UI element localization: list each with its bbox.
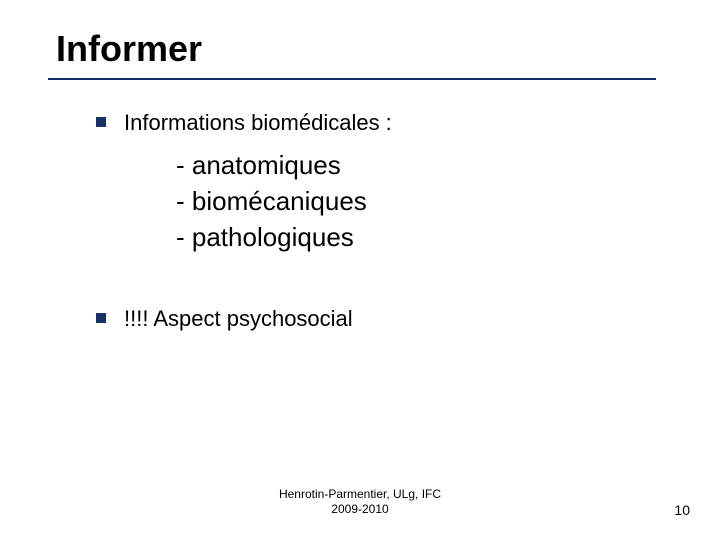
square-bullet-icon (96, 117, 106, 127)
sub-list: - anatomiques - biomécaniques - patholog… (0, 142, 720, 266)
footer-line-2: 2009-2010 (331, 502, 388, 516)
sub-item: - anatomiques (176, 148, 720, 184)
content-area: Informations biomédicales : - anatomique… (0, 80, 720, 332)
square-bullet-icon (96, 313, 106, 323)
bullet-item: !!!! Aspect psychosocial (0, 306, 720, 332)
bullet-text: Informations biomédicales : (124, 110, 392, 136)
bullet-item: Informations biomédicales : (0, 110, 720, 136)
slide-title: Informer (0, 28, 720, 78)
footer-line-1: Henrotin-Parmentier, ULg, IFC (279, 487, 441, 501)
bullet-text: !!!! Aspect psychosocial (124, 306, 353, 332)
footer-citation: Henrotin-Parmentier, ULg, IFC 2009-2010 (0, 487, 720, 518)
page-number: 10 (674, 502, 690, 518)
sub-item: - pathologiques (176, 220, 720, 256)
sub-item: - biomécaniques (176, 184, 720, 220)
slide: Informer Informations biomédicales : - a… (0, 0, 720, 540)
